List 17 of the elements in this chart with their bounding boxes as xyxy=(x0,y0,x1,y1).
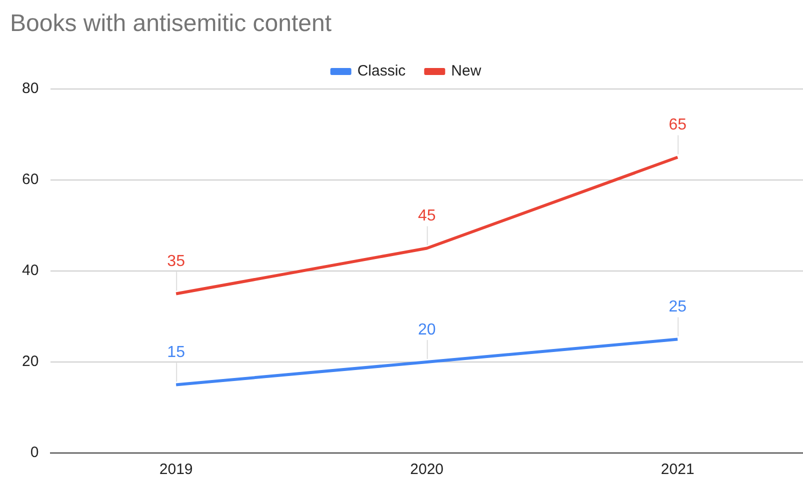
data-label: 20 xyxy=(418,321,436,338)
data-label: 45 xyxy=(418,208,436,225)
data-label: 15 xyxy=(167,344,186,362)
y-tick-label: 60 xyxy=(22,171,39,188)
y-tick-label: 80 xyxy=(22,80,39,98)
y-tick-label: 0 xyxy=(30,444,39,462)
x-tick-label: 2019 xyxy=(159,461,193,478)
legend-label: Classic xyxy=(357,62,406,80)
data-label: 35 xyxy=(167,253,186,270)
chart-title: Books with antisemitic content xyxy=(10,10,332,38)
legend-label: New xyxy=(451,62,482,80)
x-tick-label: 2021 xyxy=(660,461,694,478)
y-tick-label: 40 xyxy=(22,262,39,280)
x-tick-label: 2020 xyxy=(410,461,444,478)
data-label: 25 xyxy=(668,298,687,316)
data-label: 65 xyxy=(668,116,687,134)
y-tick-label: 20 xyxy=(22,353,39,370)
